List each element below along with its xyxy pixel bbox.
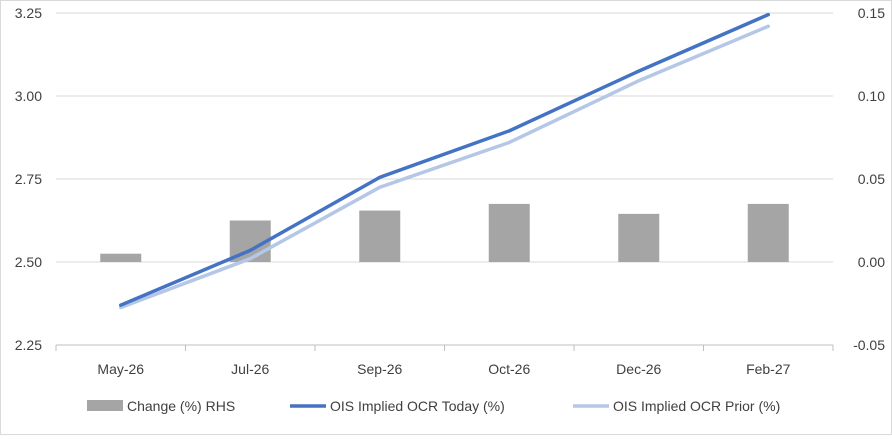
x-axis-ticks: May-26 Jul-26 Sep-26 Oct-26 Dec-26 Feb-27 [97, 361, 790, 377]
left-tick-label: 2.25 [15, 337, 42, 353]
x-tick-label: Oct-26 [488, 361, 530, 377]
left-tick-label: 3.25 [15, 5, 42, 21]
bar [488, 203, 530, 262]
left-tick-label: 2.50 [15, 254, 42, 270]
right-tick-label: 0.00 [858, 254, 885, 270]
left-tick-label: 3.00 [15, 88, 42, 104]
x-tick-label: May-26 [97, 361, 144, 377]
series-line [119, 12, 770, 307]
series-line [119, 24, 770, 310]
bar [618, 213, 660, 262]
legend-label: OIS Implied OCR Prior (%) [613, 398, 780, 414]
left-tick-label: 2.75 [15, 171, 42, 187]
legend: Change (%) RHS OIS Implied OCR Today (%) O… [87, 398, 780, 414]
x-axis [55, 344, 834, 351]
legend-swatch [87, 400, 123, 411]
legend-label: Change (%) RHS [127, 398, 235, 414]
bar-series [100, 203, 789, 262]
legend-label: OIS Implied OCR Today (%) [330, 398, 505, 414]
x-tick-label: Feb-27 [746, 361, 791, 377]
right-tick-label: 0.15 [858, 5, 885, 21]
right-axis-ticks: -0.05 0.00 0.05 0.10 0.15 [853, 5, 885, 353]
bar [747, 203, 789, 262]
x-tick-label: Sep-26 [357, 361, 402, 377]
x-tick-label: Jul-26 [231, 361, 269, 377]
bar [359, 210, 401, 262]
right-tick-label: 0.05 [858, 171, 885, 187]
x-tick-label: Dec-26 [616, 361, 661, 377]
gridlines [56, 12, 833, 263]
left-axis-ticks: 2.25 2.50 2.75 3.00 3.25 [15, 5, 42, 353]
right-tick-label: 0.10 [858, 88, 885, 104]
right-tick-label: -0.05 [853, 337, 885, 353]
bar [100, 253, 142, 262]
line-series [119, 12, 770, 310]
